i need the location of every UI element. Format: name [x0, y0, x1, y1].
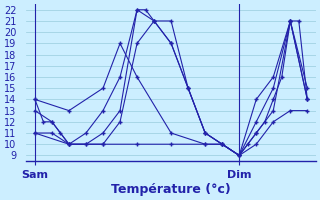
X-axis label: Température (°c): Température (°c)	[111, 183, 231, 196]
